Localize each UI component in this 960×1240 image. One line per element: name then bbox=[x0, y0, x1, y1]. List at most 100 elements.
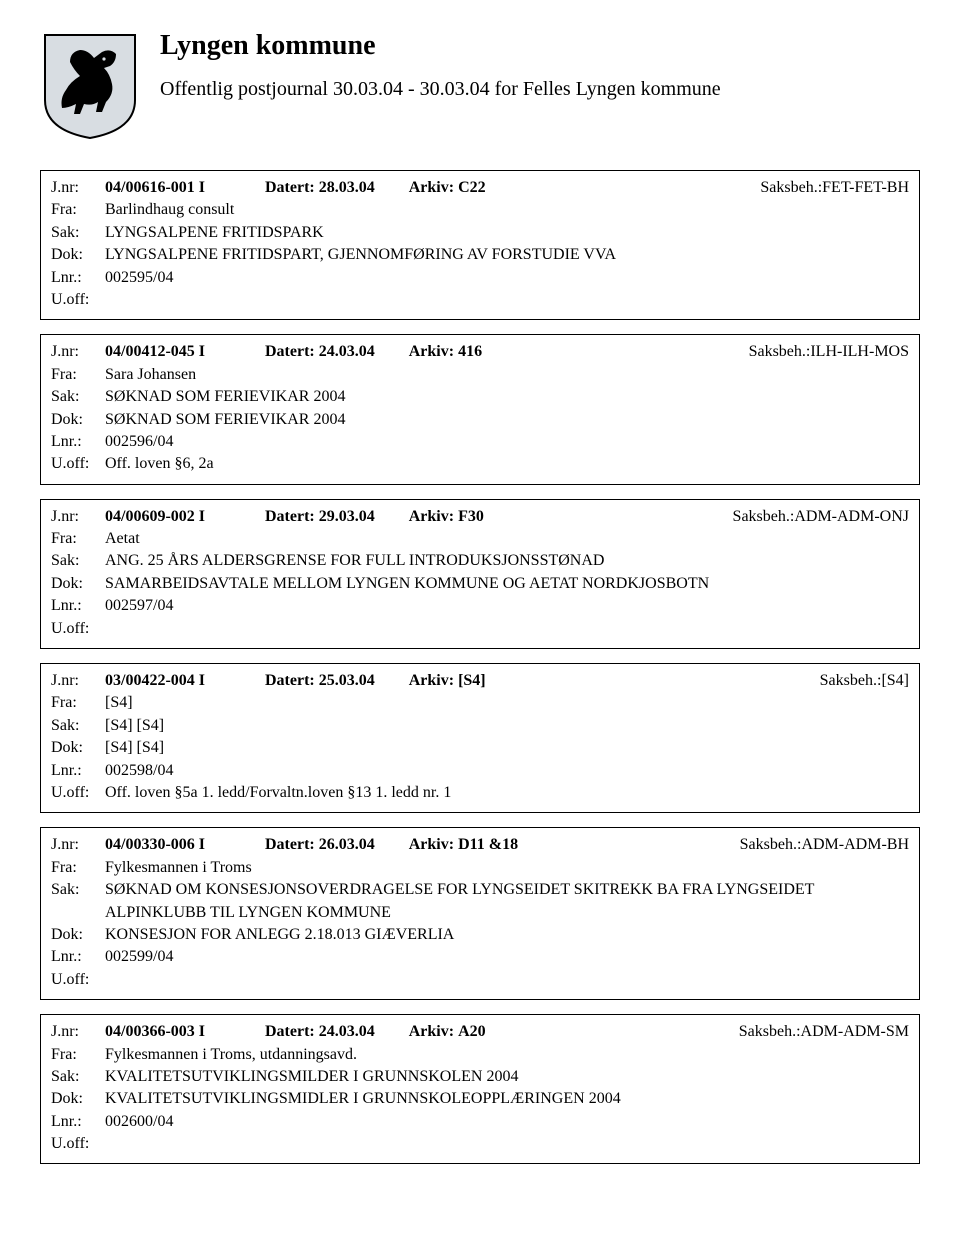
entry-field-line: Sak:[S4] [S4] bbox=[51, 715, 909, 737]
organization-title: Lyngen kommune bbox=[160, 30, 920, 62]
datert-label: Datert: bbox=[265, 834, 315, 856]
saksbeh-label: Saksbeh.: bbox=[740, 834, 802, 856]
journal-entry: J.nr:04/00616-001 IDatert:28.03.04Arkiv:… bbox=[40, 170, 920, 320]
entry-field-line: U.off:Off. loven §6, 2a bbox=[51, 453, 909, 475]
sak-label: Sak: bbox=[51, 386, 105, 408]
jnr-label: J.nr: bbox=[51, 177, 105, 199]
lnr-value: 002595/04 bbox=[105, 267, 909, 289]
entries-list: J.nr:04/00616-001 IDatert:28.03.04Arkiv:… bbox=[40, 170, 920, 1164]
jnr-value: 04/00330-006 I bbox=[105, 834, 265, 856]
uoff-label: U.off: bbox=[51, 969, 105, 991]
arkiv-label: Arkiv: bbox=[409, 670, 454, 692]
lnr-label: Lnr.: bbox=[51, 431, 105, 453]
entry-field-line: Fra:Barlindhaug consult bbox=[51, 199, 909, 221]
journal-subtitle: Offentlig postjournal 30.03.04 - 30.03.0… bbox=[160, 76, 760, 102]
journal-entry: J.nr:03/00422-004 IDatert:25.03.04Arkiv:… bbox=[40, 663, 920, 813]
fra-value: Aetat bbox=[105, 528, 909, 550]
sak-value: ANG. 25 ÅRS ALDERSGRENSE FOR FULL INTROD… bbox=[105, 550, 909, 572]
entry-field-line: Fra:Aetat bbox=[51, 528, 909, 550]
entry-header-line: J.nr:04/00609-002 IDatert:29.03.04Arkiv:… bbox=[51, 506, 909, 528]
datert-label: Datert: bbox=[265, 670, 315, 692]
saksbeh-label: Saksbeh.: bbox=[739, 1021, 801, 1043]
journal-entry: J.nr:04/00366-003 IDatert:24.03.04Arkiv:… bbox=[40, 1014, 920, 1164]
datert-value: 28.03.04 bbox=[319, 177, 409, 199]
datert-value: 26.03.04 bbox=[319, 834, 409, 856]
entry-field-line: Sak:SØKNAD OM KONSESJONSOVERDRAGELSE FOR… bbox=[51, 879, 909, 924]
entry-field-line: Dok:KVALITETSUTVIKLINGSMIDLER I GRUNNSKO… bbox=[51, 1088, 909, 1110]
fra-value: Barlindhaug consult bbox=[105, 199, 909, 221]
entry-field-line: U.off: bbox=[51, 618, 909, 640]
entry-field-line: Fra:Fylkesmannen i Troms, utdanningsavd. bbox=[51, 1044, 909, 1066]
entry-field-line: U.off:Off. loven §5a 1. ledd/Forvaltn.lo… bbox=[51, 782, 909, 804]
sak-value: SØKNAD OM KONSESJONSOVERDRAGELSE FOR LYN… bbox=[105, 879, 909, 924]
entry-field-line: Fra:Sara Johansen bbox=[51, 364, 909, 386]
jnr-label: J.nr: bbox=[51, 341, 105, 363]
entry-field-line: Lnr.:002600/04 bbox=[51, 1111, 909, 1133]
fra-label: Fra: bbox=[51, 364, 105, 386]
saksbeh-label: Saksbeh.: bbox=[820, 670, 882, 692]
arkiv-value: F30 bbox=[458, 506, 558, 528]
entry-field-line: Dok:SØKNAD SOM FERIEVIKAR 2004 bbox=[51, 409, 909, 431]
jnr-label: J.nr: bbox=[51, 506, 105, 528]
dok-label: Dok: bbox=[51, 1088, 105, 1110]
dok-value: LYNGSALPENE FRITIDSPART, GJENNOMFØRING A… bbox=[105, 244, 909, 266]
entry-field-line: Lnr.:002596/04 bbox=[51, 431, 909, 453]
lnr-label: Lnr.: bbox=[51, 595, 105, 617]
sak-label: Sak: bbox=[51, 715, 105, 737]
entry-field-line: Sak:SØKNAD SOM FERIEVIKAR 2004 bbox=[51, 386, 909, 408]
dok-value: KONSESJON FOR ANLEGG 2.18.013 GIÆVERLIA bbox=[105, 924, 909, 946]
jnr-label: J.nr: bbox=[51, 834, 105, 856]
uoff-label: U.off: bbox=[51, 1133, 105, 1155]
datert-label: Datert: bbox=[265, 506, 315, 528]
entry-field-line: Dok:SAMARBEIDSAVTALE MELLOM LYNGEN KOMMU… bbox=[51, 573, 909, 595]
saksbeh-value: FET-FET-BH bbox=[822, 177, 909, 199]
jnr-value: 04/00609-002 I bbox=[105, 506, 265, 528]
lnr-value: 002598/04 bbox=[105, 760, 909, 782]
datert-value: 29.03.04 bbox=[319, 506, 409, 528]
dok-value: KVALITETSUTVIKLINGSMIDLER I GRUNNSKOLEOP… bbox=[105, 1088, 909, 1110]
entry-field-line: Dok:KONSESJON FOR ANLEGG 2.18.013 GIÆVER… bbox=[51, 924, 909, 946]
fra-label: Fra: bbox=[51, 692, 105, 714]
sak-value: KVALITETSUTVIKLINGSMILDER I GRUNNSKOLEN … bbox=[105, 1066, 909, 1088]
dok-label: Dok: bbox=[51, 244, 105, 266]
lnr-value: 002600/04 bbox=[105, 1111, 909, 1133]
jnr-value: 03/00422-004 I bbox=[105, 670, 265, 692]
fra-value: Sara Johansen bbox=[105, 364, 909, 386]
arkiv-value: A20 bbox=[458, 1021, 558, 1043]
saksbeh-value: [S4] bbox=[881, 670, 909, 692]
saksbeh-value: ADM-ADM-BH bbox=[801, 834, 909, 856]
fra-label: Fra: bbox=[51, 199, 105, 221]
arkiv-value: C22 bbox=[458, 177, 558, 199]
journal-entry: J.nr:04/00609-002 IDatert:29.03.04Arkiv:… bbox=[40, 499, 920, 649]
sak-value: [S4] [S4] bbox=[105, 715, 909, 737]
datert-label: Datert: bbox=[265, 1021, 315, 1043]
uoff-label: U.off: bbox=[51, 782, 105, 804]
fra-value: Fylkesmannen i Troms, utdanningsavd. bbox=[105, 1044, 909, 1066]
fra-label: Fra: bbox=[51, 1044, 105, 1066]
datert-value: 24.03.04 bbox=[319, 1021, 409, 1043]
lnr-value: 002599/04 bbox=[105, 946, 909, 968]
lnr-label: Lnr.: bbox=[51, 946, 105, 968]
entry-field-line: Sak:LYNGSALPENE FRITIDSPARK bbox=[51, 222, 909, 244]
jnr-value: 04/00412-045 I bbox=[105, 341, 265, 363]
entry-field-line: Sak:ANG. 25 ÅRS ALDERSGRENSE FOR FULL IN… bbox=[51, 550, 909, 572]
entry-field-line: Lnr.:002595/04 bbox=[51, 267, 909, 289]
arkiv-value: D11 &18 bbox=[458, 834, 558, 856]
entry-field-line: Dok:LYNGSALPENE FRITIDSPART, GJENNOMFØRI… bbox=[51, 244, 909, 266]
arkiv-value: [S4] bbox=[458, 670, 558, 692]
entry-header-line: J.nr:03/00422-004 IDatert:25.03.04Arkiv:… bbox=[51, 670, 909, 692]
datert-label: Datert: bbox=[265, 177, 315, 199]
uoff-label: U.off: bbox=[51, 453, 105, 475]
jnr-label: J.nr: bbox=[51, 670, 105, 692]
sak-label: Sak: bbox=[51, 222, 105, 244]
municipality-logo bbox=[40, 30, 140, 140]
journal-entry: J.nr:04/00412-045 IDatert:24.03.04Arkiv:… bbox=[40, 334, 920, 484]
datert-value: 25.03.04 bbox=[319, 670, 409, 692]
saksbeh-label: Saksbeh.: bbox=[733, 506, 795, 528]
entry-field-line: U.off: bbox=[51, 289, 909, 311]
lnr-label: Lnr.: bbox=[51, 1111, 105, 1133]
entry-field-line: Fra:Fylkesmannen i Troms bbox=[51, 857, 909, 879]
entry-field-line: Lnr.:002599/04 bbox=[51, 946, 909, 968]
uoff-value: Off. loven §5a 1. ledd/Forvaltn.loven §1… bbox=[105, 782, 909, 804]
lnr-value: 002597/04 bbox=[105, 595, 909, 617]
